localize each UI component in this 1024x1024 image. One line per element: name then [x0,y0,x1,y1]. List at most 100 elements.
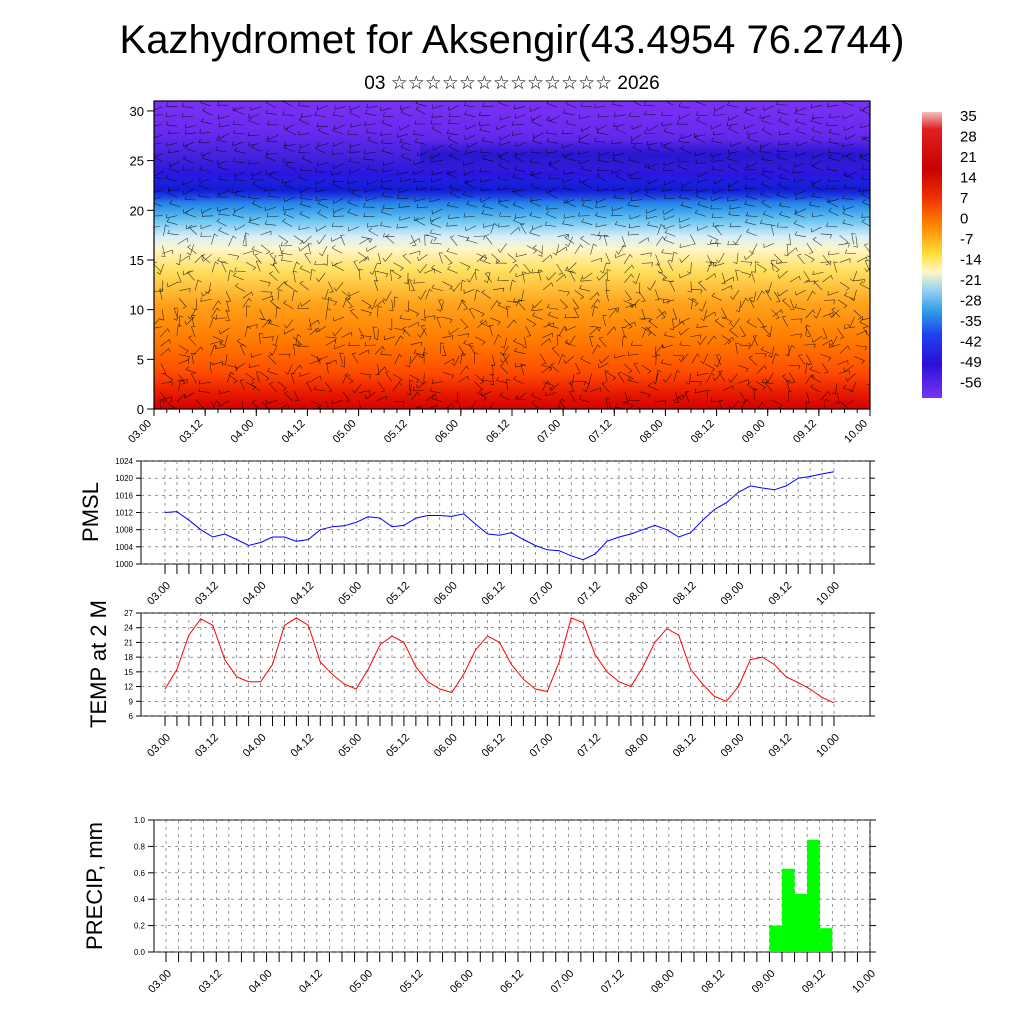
wind-barb [217,114,229,120]
wind-barb [713,111,725,116]
wind-barb [285,127,297,136]
wind-barb [726,101,739,108]
wind-barb [641,308,646,320]
wind-barb [795,127,807,135]
x-tick-label: 10.00 [850,968,878,996]
wind-barb [714,224,722,236]
wind-barb [594,103,606,108]
wind-barb [537,269,543,281]
wind-barb [176,393,187,403]
wind-barb [655,353,661,366]
wind-barb [465,225,477,232]
wind-barb [299,200,311,208]
wind-barb [480,186,493,191]
wind-barb [298,244,309,252]
wind-barb [190,372,197,384]
wind-barb [671,409,675,420]
wind-barb [557,398,565,409]
wind-barb [449,152,460,161]
wind-barb [658,298,670,304]
wind-barb [299,411,309,417]
wind-barb [812,236,823,247]
wind-barb [842,210,854,218]
x-tick-label: 07.00 [527,580,555,608]
wind-barb [381,192,394,198]
wind-barb [542,282,554,291]
wind-barb [498,197,510,203]
wind-barb [761,126,772,136]
wind-barb [633,362,640,374]
wind-barb [216,206,229,212]
wind-barb [862,199,870,207]
wind-barb [744,166,756,171]
wind-barb [160,363,167,375]
wind-barb [431,208,443,215]
x-tick-label: 10.00 [814,732,842,760]
wind-barb [368,227,379,237]
y-tick-label: 0.8 [134,842,146,851]
wind-barb [260,244,271,255]
wind-barb [429,153,441,160]
wind-barb [602,314,607,326]
wind-barb [431,170,443,176]
wind-barb [427,404,438,409]
wind-barb [267,192,280,198]
wind-barb [299,372,311,377]
wind-barb [678,327,690,336]
wind-barb [672,354,685,360]
wind-barb [811,179,823,185]
wind-barb [663,224,675,230]
wind-barb [594,137,606,143]
wind-barb [317,356,329,361]
wind-barb [293,336,302,347]
colorbar-label: -21 [960,272,982,289]
wind-barb [540,364,553,372]
wind-barb [185,124,197,129]
wind-barb [347,130,359,136]
wind-barb [740,398,750,409]
wind-barb [154,225,161,228]
wind-barb [392,381,402,392]
wind-barb [382,168,394,173]
wind-barb [173,307,179,319]
wind-barb [805,326,812,338]
wind-barb [467,400,477,409]
wind-barb [549,383,560,392]
wind-barb [268,319,280,327]
x-tick-label: 08.12 [699,968,727,996]
wind-barb [397,170,409,175]
wind-barb [821,362,829,374]
x-tick-label: 07.12 [586,418,614,446]
wind-barb [166,102,178,107]
wind-barb [814,280,823,291]
wind-barb [280,256,293,262]
wind-barb [266,137,278,143]
wind-barb [829,409,837,419]
wind-barb [707,335,717,345]
wind-barb [425,234,437,242]
wind-barb [778,117,789,126]
wind-barb [217,257,229,264]
y-tick-label: 1020 [115,474,133,483]
wind-barb [182,166,194,171]
wind-barb [499,392,511,401]
wind-barb [645,214,658,220]
wind-barb [431,394,443,402]
wind-barb [414,216,425,222]
wind-barb [332,141,344,147]
wind-barb [221,261,227,273]
wind-barb [531,114,542,121]
wind-barb [187,309,196,320]
wind-barb [348,291,360,297]
wind-barb [646,141,659,146]
wind-barb [761,117,773,125]
wind-barb [244,325,252,338]
wind-barb [822,254,830,266]
y-tick-label: 0.4 [134,895,146,904]
wind-barb [314,111,326,118]
y-tick-label: 0 [137,402,144,417]
wind-barb [393,401,405,406]
wind-barb [861,213,870,218]
wind-barb [276,281,287,290]
